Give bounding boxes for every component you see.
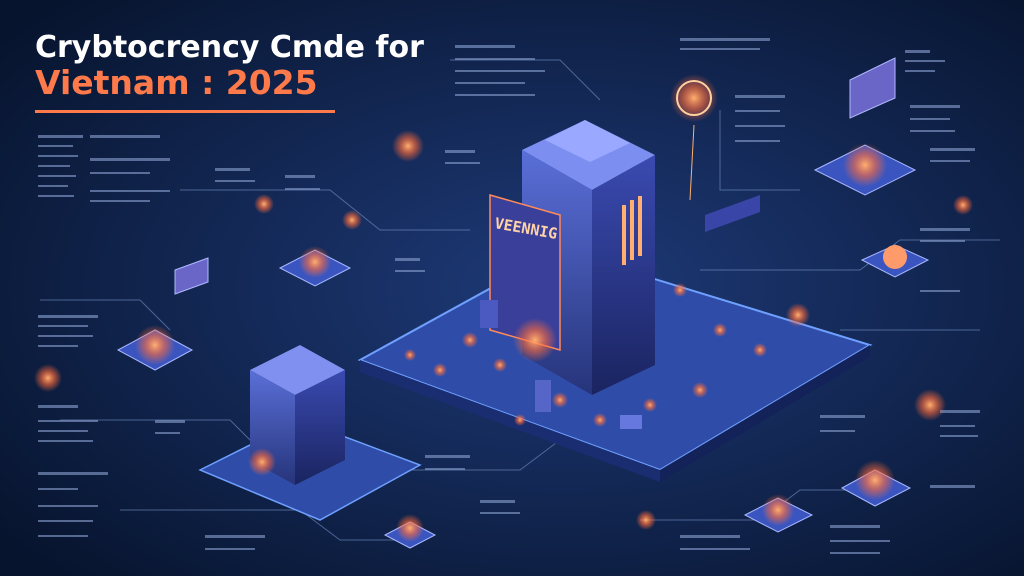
- main-tower: VEENNIG: [489, 120, 655, 395]
- platform-lights: [404, 283, 767, 429]
- coin-icons: [34, 74, 973, 530]
- title-line1: Crybtocrency Cmde for: [35, 30, 424, 65]
- title-line2: Vietnam : 2025: [35, 63, 318, 102]
- title-underline: [35, 110, 335, 113]
- small-tower: [198, 345, 422, 521]
- text-blocks: [38, 38, 980, 554]
- floating-pads: [116, 57, 930, 549]
